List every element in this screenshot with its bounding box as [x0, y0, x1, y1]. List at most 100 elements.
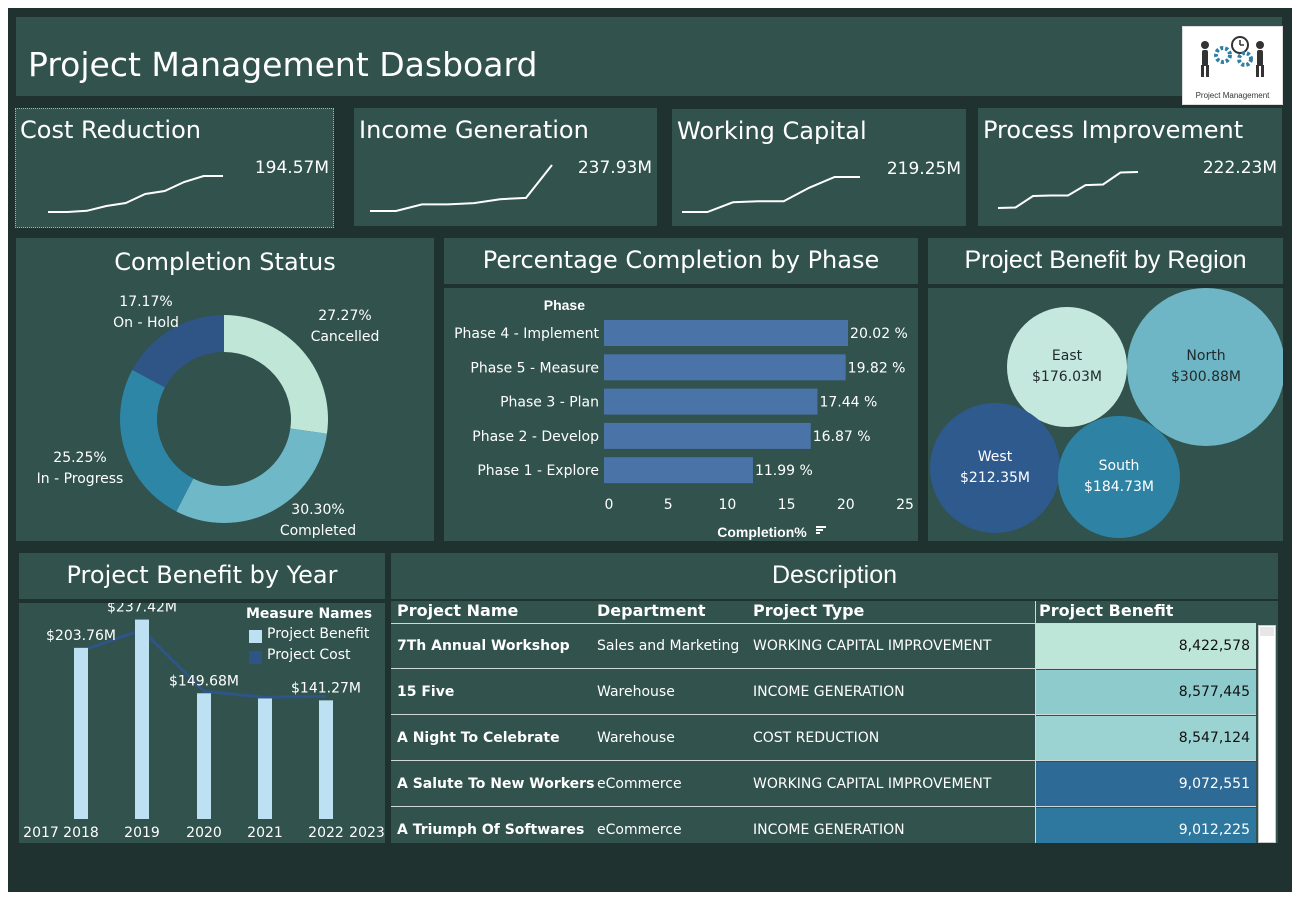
- cell-project-benefit: 8,547,124: [1036, 716, 1256, 761]
- donut-label-cancelled: 27.27% Cancelled: [300, 306, 390, 348]
- phase-category-label: Phase 1 - Explore: [477, 463, 599, 479]
- project-benefit-bar: [135, 619, 149, 819]
- cell-project-name: A Night To Celebrate: [391, 716, 1035, 761]
- phase-axis-tick: 10: [718, 497, 736, 513]
- phase-bar: [604, 354, 846, 381]
- phase-category-label: Phase 4 - Implement: [454, 326, 599, 342]
- phase-axis-tick: 25: [896, 497, 914, 513]
- cell-project-benefit: 9,072,551: [1036, 762, 1256, 807]
- title-bar: Project Management Dasboard: [16, 17, 1283, 105]
- cell-department: Sales and Marketing: [597, 638, 740, 654]
- column-header-department[interactable]: Department: [597, 601, 706, 620]
- project-benefit-bar: [74, 647, 88, 819]
- region-bubble-name: North: [1186, 348, 1226, 364]
- kpi-card-income-generation[interactable]: Income Generation 237.93M: [354, 108, 657, 226]
- phase-category-label: Phase 2 - Develop: [472, 429, 599, 445]
- column-header-project-name[interactable]: Project Name: [397, 601, 519, 620]
- region-bubble-name: South: [1098, 458, 1140, 474]
- year-chart-title: Project Benefit by Year: [66, 561, 338, 589]
- year-value-label: $141.27M: [291, 680, 361, 696]
- cell-department: eCommerce: [597, 776, 682, 792]
- sort-icon-bar: [816, 526, 826, 528]
- cell-project-type: COST REDUCTION: [753, 730, 880, 746]
- donut-label-on-hold: 17.17% On - Hold: [96, 292, 196, 334]
- kpi-sparkline: [682, 176, 860, 213]
- phase-bar: [604, 320, 849, 346]
- cell-project-name: 15 Five: [391, 670, 1035, 715]
- year-axis-label: 2017: [23, 825, 59, 841]
- year-axis-label: 2018: [63, 825, 99, 841]
- phase-bar: [604, 457, 753, 484]
- kpi-title: Income Generation: [359, 116, 589, 144]
- sparkline-path: [997, 171, 1139, 209]
- phase-bar: [604, 422, 811, 449]
- sort-icon-bar: [816, 529, 823, 531]
- region-bubble-south[interactable]: South $184.73M: [1058, 416, 1180, 538]
- kpi-sparkline: [997, 171, 1139, 209]
- completion-donut-chart: [119, 315, 328, 523]
- kpi-title: Process Improvement: [983, 116, 1244, 144]
- kpi-card-process-improvement[interactable]: Process Improvement 222.23M: [978, 108, 1282, 226]
- phase-bar: [604, 388, 818, 415]
- cell-project-type: WORKING CAPITAL IMPROVEMENT: [753, 638, 992, 654]
- kpi-value: 194.57M: [254, 158, 329, 178]
- project-benefit-bar: [258, 698, 272, 819]
- kpi-card-cost-reduction[interactable]: Cost Reduction 194.57M: [15, 108, 334, 228]
- donut-label-completed-name: Completed: [279, 523, 357, 539]
- cell-department: Warehouse: [597, 684, 675, 700]
- project-benefit-bar: [197, 693, 211, 819]
- cell-project-name: A Triumph Of Softwares: [391, 808, 1035, 843]
- year-axis-label: 2022: [308, 825, 344, 841]
- table-row[interactable]: 15 Five Warehouse INCOME GENERATION 8,57…: [391, 670, 1256, 716]
- legend-swatch-project-cost: [249, 651, 262, 664]
- region-bubble-north[interactable]: North $300.88M: [1127, 288, 1283, 446]
- year-axis-label: 2021: [247, 825, 283, 841]
- phase-bar-chart: Phase Phase 4 - Implement 20.02 % Phase 5 -…: [454, 297, 914, 540]
- donut-slice-on-hold: [132, 315, 224, 388]
- kpi-value: 222.23M: [1202, 158, 1277, 178]
- phase-value-label: 11.99 %: [755, 463, 813, 479]
- table-row[interactable]: A Night To Celebrate Warehouse COST REDU…: [391, 716, 1256, 762]
- year-value-label: $237.42M: [107, 603, 177, 616]
- region-chart-title: Project Benefit by Region: [964, 246, 1247, 274]
- region-bubble-name: West: [977, 449, 1013, 465]
- kpi-sparkline: [370, 164, 553, 212]
- table-row[interactable]: A Salute To New Workers eCommerce WORKIN…: [391, 762, 1256, 808]
- legend-title: Measure Names: [246, 606, 373, 622]
- table-row[interactable]: 7Th Annual Workshop Sales and Marketing …: [391, 624, 1256, 670]
- donut-label-on-hold-pct: 17.17%: [119, 294, 173, 310]
- project-cost-line: [80, 628, 327, 699]
- table-scrollbar[interactable]: [1258, 625, 1276, 843]
- donut-label-in-progress: 25.25% In - Progress: [30, 448, 130, 490]
- phase-axis-tick: 20: [837, 497, 855, 513]
- phase-axis-tick: 0: [605, 497, 614, 513]
- region-bubble-east[interactable]: East $176.03M: [1007, 307, 1127, 427]
- phase-chart-title: Percentage Completion by Phase: [482, 246, 880, 274]
- cell-project-type: INCOME GENERATION: [753, 684, 905, 700]
- table-row[interactable]: A Triumph Of Softwares eCommerce INCOME …: [391, 808, 1256, 843]
- description-title-bar: Description: [391, 553, 1278, 599]
- scrollbar-thumb[interactable]: [1260, 627, 1274, 636]
- description-title: Description: [771, 561, 898, 589]
- kpi-card-working-capital[interactable]: Working Capital 219.25M: [672, 109, 966, 226]
- legend-label: Project Benefit: [267, 626, 370, 642]
- region-bubble-west[interactable]: West $212.35M: [930, 403, 1060, 533]
- region-bubble-value: $176.03M: [1032, 369, 1102, 385]
- donut-label-completed-pct: 30.30%: [291, 502, 345, 518]
- legend-swatch-project-benefit: [249, 630, 262, 643]
- cell-project-name: 7Th Annual Workshop: [391, 624, 1035, 669]
- donut-label-cancelled-pct: 27.27%: [318, 308, 372, 324]
- phase-axis-tick: 15: [778, 497, 796, 513]
- sparkline-path: [682, 176, 860, 213]
- donut-slice-in-progress: [119, 369, 194, 512]
- cell-project-name: A Salute To New Workers: [391, 762, 1035, 807]
- phase-column-header: Phase: [544, 297, 585, 313]
- project-benefit-bar: [319, 700, 333, 819]
- column-header-project-benefit[interactable]: Project Benefit: [1039, 601, 1174, 620]
- completion-status-title: Completion Status: [114, 248, 336, 276]
- cell-project-benefit: 8,577,445: [1036, 670, 1256, 715]
- year-value-label: $203.76M: [46, 628, 116, 644]
- column-header-project-type[interactable]: Project Type: [753, 601, 865, 620]
- phase-value-label: 16.87 %: [813, 429, 871, 445]
- phase-title-bar: Percentage Completion by Phase: [444, 238, 918, 284]
